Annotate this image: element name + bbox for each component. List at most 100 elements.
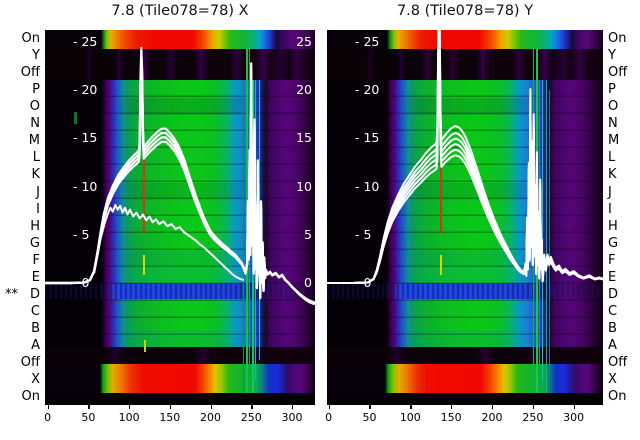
x-axis-tickmark — [169, 405, 172, 409]
row-label-right-n-5: N — [608, 116, 618, 132]
row-label-left-h-11: H — [30, 218, 40, 234]
heatmap-vertical-stripe — [143, 148, 145, 233]
heatmap-row-overlay — [327, 80, 603, 347]
row-label-right-p-3: P — [608, 82, 616, 98]
heatmap-plot-y: - 25- 20- 15- 10- 5- 0 — [327, 30, 603, 403]
row-label-left-e-14: E — [31, 269, 40, 285]
row-label-right-on-0: On — [608, 31, 627, 46]
x-axis-tickmark — [410, 405, 412, 409]
heatmap-band — [45, 283, 315, 299]
heatmap-vertical-stripe — [549, 90, 551, 370]
x-axis-spine — [327, 403, 603, 405]
profile-curve — [45, 53, 315, 305]
x-axis-tick-label: 250 — [522, 411, 544, 424]
heatmap-vertical-stripe — [546, 80, 548, 393]
heatmap-vertical-stripe — [143, 340, 146, 352]
inner-ytick-right: 5 — [304, 226, 312, 242]
x-axis-tick-label: 150 — [440, 411, 462, 424]
x-axis-tickmark — [328, 405, 330, 409]
heatmap-band — [327, 364, 603, 393]
profile-curves — [45, 46, 315, 306]
row-label-left-l-7: L — [32, 150, 40, 166]
x-axis-tickmark — [451, 405, 453, 409]
heatmap-vertical-stripe — [440, 255, 442, 275]
heatmap-band — [45, 30, 315, 49]
row-label-left-i-10: I — [36, 201, 40, 217]
row-label-right-l-7: L — [608, 150, 616, 166]
row-label-right-g-12: G — [608, 235, 619, 251]
profile-curve — [45, 60, 315, 305]
inner-ytick-right: 20 — [296, 82, 312, 98]
inner-ytick-left: - 5 — [73, 226, 90, 242]
heatmap-vertical-stripe — [74, 112, 77, 124]
row-label-left-g-12: G — [29, 235, 40, 251]
profile-curve — [327, 30, 603, 284]
inner-ytick-left: - 20 — [73, 82, 98, 98]
inner-ytick-left: - 10 — [73, 178, 98, 194]
x-axis-spine — [45, 403, 315, 405]
x-axis-tickmark — [129, 405, 131, 409]
x-axis-tick-label: 300 — [281, 411, 303, 424]
x-axis-tickmark — [491, 405, 494, 409]
row-label-left-f-13: F — [32, 252, 40, 268]
row-label-left-on-21: On — [21, 389, 40, 405]
x-axis-tickmark — [88, 405, 90, 409]
row-label-right-i-10: I — [608, 201, 612, 217]
row-label-right-o-4: O — [608, 99, 619, 115]
heatmap-row-overlay — [45, 330, 315, 347]
inner-ytick-left: - 20 — [355, 82, 380, 98]
right-row-label-column: On Y Off P O N M L K J I H G F E D C B A Off X On — [606, 0, 640, 440]
x-axis-tick-label: 300 — [563, 411, 585, 424]
x-axis-tick-label: 250 — [240, 411, 262, 424]
inner-ytick-left: - 15 — [355, 130, 380, 146]
x-axis-tick-label: 0 — [325, 411, 333, 424]
flagged-row-marker: ** — [5, 287, 18, 302]
heatmap-band — [327, 49, 603, 80]
x-axis-tickmark — [369, 405, 371, 409]
row-label-left-on-0: On — [21, 31, 40, 46]
row-label-right-a-18: A — [608, 338, 617, 354]
left-plot-title: 7.8 (Tile078=78) X — [111, 3, 249, 19]
row-label-right-off-19: Off — [608, 355, 628, 371]
profile-curve — [45, 66, 315, 304]
row-label-left-off-19: Off — [20, 355, 40, 371]
row-label-left-d-15: D — [29, 286, 40, 302]
x-axis-tick-label: 200 — [481, 411, 503, 424]
heatmap-vertical-stripe — [259, 80, 261, 360]
heatmap-vertical-stripe — [542, 80, 544, 380]
row-label-right-on-21: On — [608, 389, 627, 405]
x-axis-tickmark — [47, 405, 49, 409]
heatmap-row-overlay — [45, 98, 315, 115]
x-axis-tick-label: 100 — [399, 411, 421, 424]
row-label-left-c-16: C — [30, 303, 40, 319]
row-label-right-off-2: Off — [608, 65, 628, 81]
x-axis-tick-label: 0 — [44, 411, 52, 424]
row-label-right-k-8: K — [608, 167, 617, 183]
x-axis-tickmark — [210, 405, 212, 409]
profile-curve — [327, 54, 603, 284]
right-plot-title: 7.8 (Tile078=78) Y — [396, 3, 534, 19]
inner-ytick-left: - 5 — [355, 226, 372, 242]
row-label-right-j-9: J — [608, 184, 612, 200]
inner-ytick-right: 25 — [296, 33, 312, 49]
row-label-right-h-11: H — [608, 218, 618, 234]
inner-ytick-left: - 25 — [73, 33, 98, 49]
inner-ytick-right: 0 — [304, 274, 312, 290]
row-label-left-n-5: N — [30, 116, 40, 132]
row-label-right-f-13: F — [608, 252, 616, 268]
heatmap-row-overlay — [45, 268, 315, 283]
heatmap-vertical-stripe — [243, 80, 244, 393]
inner-ytick-left: - 10 — [355, 178, 380, 194]
row-label-right-d-15: D — [608, 286, 619, 302]
heatmap-band — [327, 299, 603, 347]
row-label-left-k-8: K — [31, 167, 40, 183]
x-axis-tick-label: 200 — [200, 411, 222, 424]
heatmap-row-overlay — [45, 283, 315, 299]
row-label-left-m-6: M — [28, 133, 40, 149]
x-axis-tick-label: 100 — [118, 411, 140, 424]
x-axis-tickmark — [573, 405, 575, 409]
heatmap-band — [45, 80, 315, 283]
heatmap-row-overlay — [45, 80, 315, 347]
row-label-right-b-17: B — [608, 321, 617, 337]
